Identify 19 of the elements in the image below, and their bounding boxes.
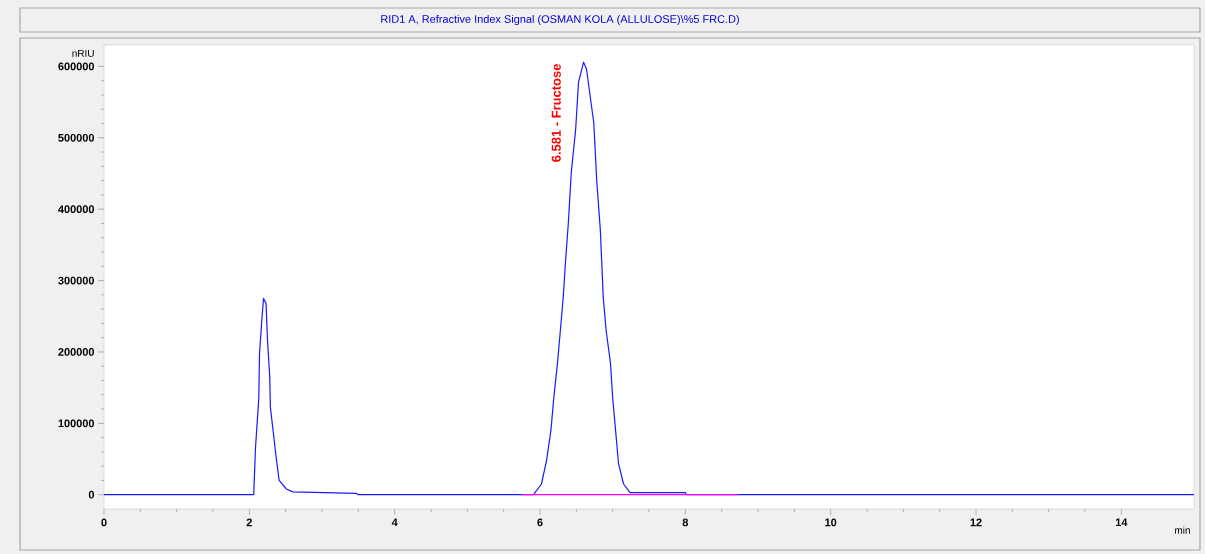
x-tick-label: 4 [391, 518, 398, 527]
y-tick-label: 400000 [58, 205, 95, 214]
x-tick-label: 6 [537, 518, 543, 527]
x-axis-title: min [1175, 526, 1190, 534]
y-tick-label: 200000 [58, 348, 95, 356]
y-tick-label: 100000 [58, 419, 95, 428]
y-axis-title: nRIU [72, 49, 94, 57]
y-tick-label: 500000 [58, 133, 95, 142]
chart-title: RID1 A, Refractive Index Signal (OSMAN KOLA (ALLULOSE)\%5 FRC.D) [381, 14, 739, 26]
x-tick-label: 12 [970, 518, 982, 527]
x-tick-label: 8 [682, 518, 689, 527]
y-tick-label: 600000 [58, 62, 95, 71]
y-tick-label: 0 [88, 490, 95, 499]
y-tick-label: 300000 [58, 276, 95, 285]
x-tick-label: 0 [101, 518, 107, 527]
x-tick-label: 2 [246, 518, 252, 527]
x-tick-label: 10 [825, 518, 837, 527]
x-tick-label: 14 [1115, 518, 1128, 527]
annotation: 6.581 - Fructose [551, 64, 561, 162]
